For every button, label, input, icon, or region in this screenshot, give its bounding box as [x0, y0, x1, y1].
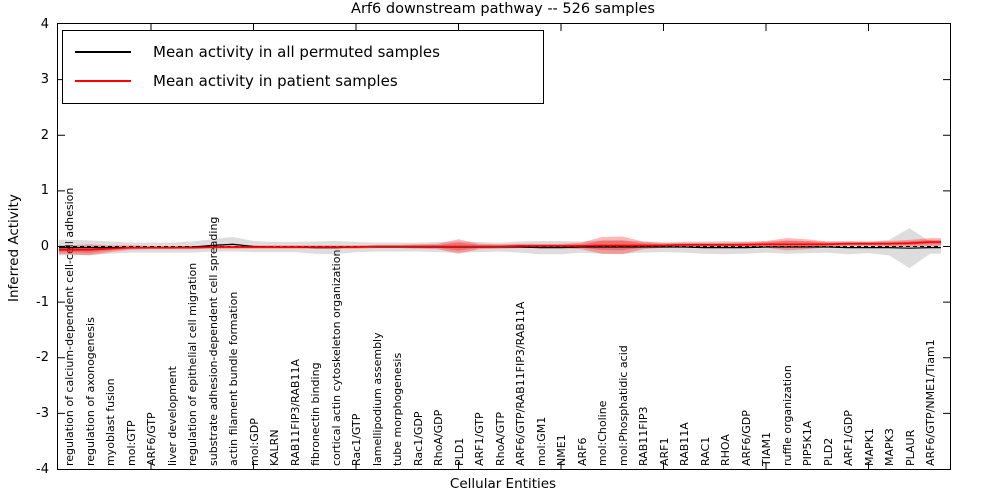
x-tick-label: MAPK3: [883, 428, 896, 466]
x-tick-label: RAB11FIP3/RAB11A: [288, 359, 302, 466]
x-tick-label: lamellipodium assembly: [370, 332, 384, 466]
y-tick-label: -4: [36, 461, 49, 477]
chart-title: Arf6 downstream pathway -- 526 samples: [351, 1, 655, 17]
x-tick-label: KALRN: [268, 429, 281, 466]
permuted-line-swatch: [75, 50, 131, 53]
x-tick-label: RhoA/GTP: [493, 411, 507, 466]
y-tick-label: -3: [36, 405, 49, 421]
patient-line-swatch: [75, 79, 131, 82]
x-tick-label: actin filament bundle formation: [227, 291, 240, 466]
x-tick-label: mol:Phosphatidic acid: [616, 345, 630, 466]
x-tick-label: liver development: [165, 366, 179, 466]
x-tick-label: PLD1: [452, 437, 466, 466]
y-tick-label: 0: [40, 239, 49, 254]
x-tick-label: RAB11A: [678, 422, 691, 466]
x-tick-label: RhoA/GDP: [432, 409, 445, 466]
x-tick-label: mol:GTP: [124, 420, 138, 466]
x-tick-label: fibronectin binding: [309, 362, 322, 466]
x-tick-label: Rac1/GDP: [411, 411, 425, 466]
x-tick-label: ARF6/GTP/RAB11FIP3/RAB11A: [514, 301, 527, 466]
x-tick-label: RHOA: [719, 434, 732, 466]
x-tick-label: RAC1: [698, 436, 712, 466]
plot-frame: [57, 23, 951, 470]
x-axis-label: Cellular Entities: [449, 476, 557, 492]
x-tick-label: cortical actin cytoskeleton organization: [329, 249, 343, 466]
y-tick-label: 3: [40, 72, 49, 88]
legend-label-permuted: Mean activity in all permuted samples: [153, 42, 440, 61]
x-tick-label: myoblast fusion: [104, 378, 117, 466]
legend-label-patient: Mean activity in patient samples: [153, 71, 398, 90]
y-tick-label: -2: [36, 350, 49, 366]
x-tick-label: NME1: [555, 434, 568, 466]
x-tick-label: regulation of calcium-dependent cell-cel…: [63, 187, 76, 466]
x-tick-label: PLD2: [821, 437, 835, 466]
y-tick-label: 2: [40, 127, 49, 143]
x-tick-label: ARF6/GTP: [145, 412, 158, 466]
x-tick-label: PLAUR: [903, 429, 917, 466]
x-tick-label: ARF6/GTP/NME1/Tiam1: [924, 339, 937, 466]
legend-item-permuted: Mean activity in all permuted samples: [75, 37, 533, 66]
x-tick-label: Rac1/GTP: [350, 413, 363, 466]
x-tick-label: mol:Choline: [596, 400, 609, 466]
x-tick-label: PIP5K1A: [801, 420, 814, 466]
x-tick-label: RAB11FIP3: [637, 406, 650, 466]
x-tick-label: mol:GM1: [534, 416, 548, 466]
y-tick-label: 4: [40, 16, 49, 32]
legend-item-patient: Mean activity in patient samples: [75, 66, 533, 95]
x-tick-label: ARF1/GTP: [473, 412, 486, 466]
x-tick-label: ruffle organization: [780, 365, 794, 466]
x-tick-label: regulation of axonogenesis: [83, 317, 97, 466]
x-tick-label: TIAM1: [760, 432, 773, 466]
x-tick-label: mol:GDP: [247, 418, 261, 466]
y-tick-label: -1: [36, 294, 49, 310]
x-tick-label: MAPK1: [862, 428, 876, 466]
x-tick-label: ARF6/GDP: [739, 410, 753, 466]
x-tick-label: regulation of epithelial cell migration: [186, 262, 199, 466]
x-tick-label: ARF1: [657, 437, 671, 467]
y-tick-label: 1: [40, 183, 49, 199]
legend-box: Mean activity in all permuted samples Me…: [62, 30, 544, 104]
x-tick-label: tube morphogenesis: [391, 352, 404, 466]
x-tick-label: substrate adhesion-dependent cell spread…: [206, 216, 220, 466]
x-tick-label: ARF1/GDP: [842, 410, 855, 466]
x-tick-label: ARF6: [575, 437, 589, 467]
